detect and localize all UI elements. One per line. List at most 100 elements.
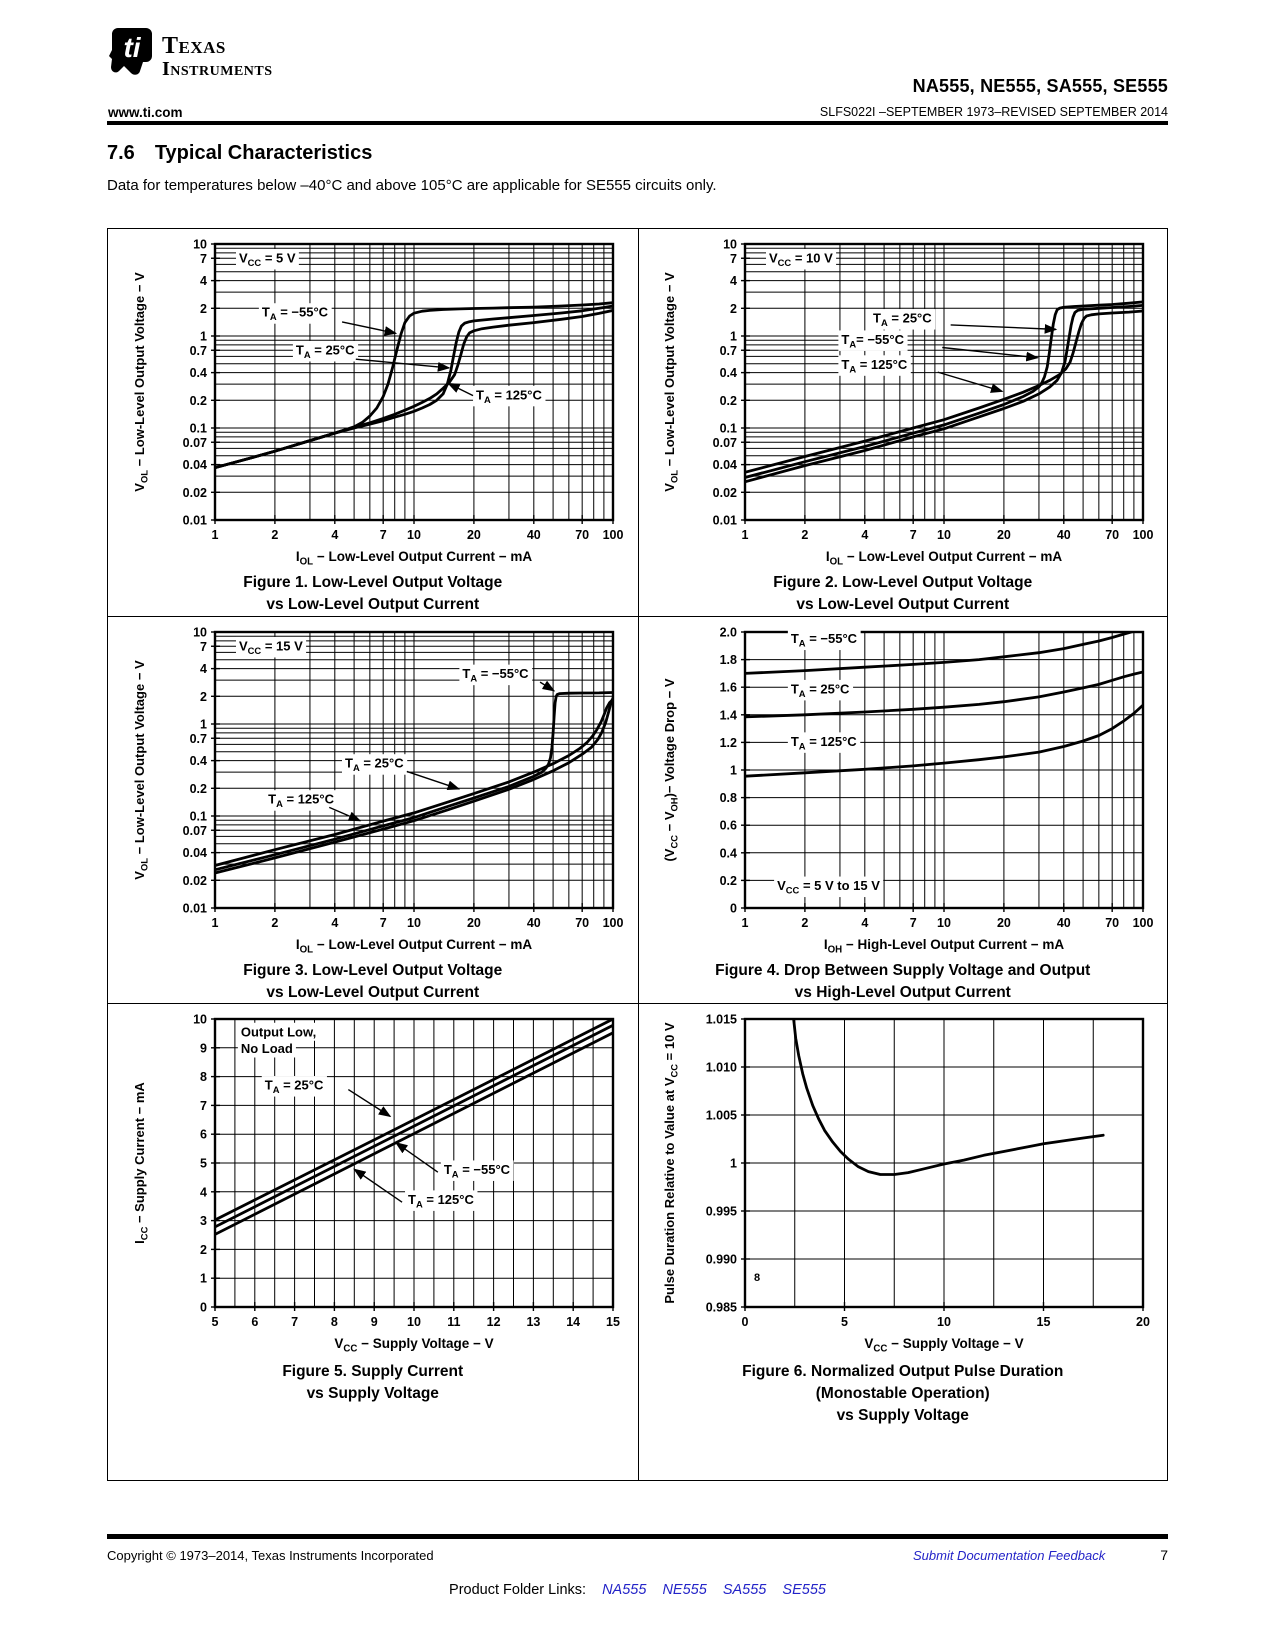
copyright-text: Copyright © 1973–2014, Texas Instruments…	[107, 1548, 434, 1563]
svg-text:20: 20	[997, 528, 1011, 542]
svg-text:0.01: 0.01	[183, 514, 207, 528]
svg-text:IOL − Low-Level Output Current: IOL − Low-Level Output Current − mA	[296, 549, 532, 568]
svg-text:0: 0	[200, 1301, 207, 1315]
svg-text:7: 7	[291, 1315, 298, 1329]
svg-text:0.02: 0.02	[183, 874, 207, 888]
svg-text:1: 1	[200, 1272, 207, 1286]
svg-text:100: 100	[1133, 916, 1154, 930]
series-curve	[215, 1031, 614, 1236]
series-curve	[745, 632, 1136, 675]
product-link-sa555[interactable]: SA555	[722, 1582, 767, 1598]
svg-text:0.4: 0.4	[720, 846, 737, 860]
svg-text:13: 13	[527, 1315, 541, 1329]
series-curve	[215, 309, 614, 470]
page-number: 7	[1160, 1547, 1168, 1563]
svg-text:2: 2	[272, 528, 279, 542]
doc-revision-info: SLFS022I –SEPTEMBER 1973–REVISED SEPTEMB…	[819, 105, 1168, 119]
svg-text:10: 10	[723, 238, 737, 252]
figure-grid: 1 2 4 7 10 20 40 70 100 10 7 4 2 1 0.7 0.4 0.2 0.1 0.07 0.0…	[107, 228, 1168, 1481]
product-link-se555[interactable]: SE555	[782, 1582, 826, 1598]
submit-feedback-link[interactable]: Submit Documentation Feedback	[912, 1548, 1106, 1563]
svg-text:1.8: 1.8	[720, 653, 737, 667]
svg-text:IOL − Low-Level Output Current: IOL − Low-Level Output Current − mA	[296, 937, 532, 956]
figure-caption-line: vs Low-Level Output Current	[796, 596, 1010, 613]
series-curve	[215, 696, 614, 875]
svg-text:0.2: 0.2	[190, 782, 207, 796]
series-curve	[745, 304, 1144, 484]
product-link-na555[interactable]: NA555	[602, 1582, 647, 1598]
svg-text:VOL − Low-Level Output Voltage: VOL − Low-Level Output Voltage − V	[132, 660, 150, 880]
curve-label: TA = 125°C	[268, 792, 334, 810]
series-curve	[745, 703, 1144, 778]
svg-text:0.02: 0.02	[713, 486, 737, 500]
curve-label: TA = 25°C	[791, 681, 850, 699]
label-arrow	[406, 770, 461, 790]
svg-text:10: 10	[407, 528, 421, 542]
curve-label: Output Low,	[241, 1024, 316, 1039]
figure-1-plot: 1 2 4 7 10 20 40 70 1001074210.70.40.20.10.070.0…	[132, 238, 624, 568]
svg-text:1: 1	[742, 528, 749, 542]
svg-text:VOL − Low-Level Output Voltage: VOL − Low-Level Output Voltage − V	[132, 272, 150, 492]
figure-caption-line: Figure 2. Low-Level Output Voltage	[773, 574, 1033, 591]
label-arrow	[395, 1142, 439, 1173]
figure-cell-1: 1 2 4 7 10 20 40 70 100 10 7 4 2 1 0.7 0.4 0.2 0.1 0.07 0.0…	[108, 229, 638, 616]
figure-2-plot: 1 2 4 7 10 20 40 70 1001074210.70.40.20.10.070.0…	[662, 238, 1154, 568]
figure-caption-line: vs Supply Voltage	[306, 1385, 439, 1402]
series-curve	[745, 309, 1144, 474]
label-arrow	[950, 324, 1058, 334]
svg-text:2: 2	[200, 1243, 207, 1257]
product-link-ne555[interactable]: NE555	[662, 1582, 707, 1598]
intro-text: Data for temperatures below –40°C and ab…	[107, 177, 717, 194]
brand-instruments: Instruments	[162, 58, 273, 80]
svg-text:1.005: 1.005	[706, 1109, 737, 1123]
svg-text:20: 20	[997, 916, 1011, 930]
svg-text:0.990: 0.990	[706, 1253, 737, 1267]
svg-text:7: 7	[910, 528, 917, 542]
svg-text:8: 8	[200, 1070, 207, 1084]
svg-text:1: 1	[730, 764, 737, 778]
svg-text:70: 70	[1105, 916, 1119, 930]
svg-text:1: 1	[730, 1157, 737, 1171]
svg-text:2: 2	[200, 302, 207, 316]
svg-text:0.02: 0.02	[183, 486, 207, 500]
svg-text:5: 5	[200, 1157, 207, 1171]
curve-label: TA = 25°C	[265, 1078, 324, 1096]
svg-text:40: 40	[1057, 916, 1071, 930]
svg-text:0.01: 0.01	[183, 902, 207, 916]
label-arrow	[447, 382, 474, 397]
svg-text:9: 9	[200, 1041, 207, 1055]
svg-text:7: 7	[380, 528, 387, 542]
svg-text:1: 1	[212, 916, 219, 930]
svg-text:VCC − Supply Voltage − V: VCC − Supply Voltage − V	[335, 1336, 494, 1355]
figure-cell-6: 0 5 10 15 20 1.015 1.010 1.005 1 0.995 0.990 0.985 V…	[637, 1003, 1167, 1480]
curve-label: TA = 125°C	[842, 357, 908, 375]
svg-text:0.04: 0.04	[183, 846, 207, 860]
label-arrow	[539, 680, 556, 692]
svg-text:0.04: 0.04	[713, 458, 737, 472]
svg-text:10: 10	[937, 1315, 951, 1329]
svg-text:100: 100	[603, 916, 624, 930]
website-link[interactable]: www.ti.com	[108, 105, 183, 120]
svg-text:100: 100	[1133, 528, 1154, 542]
section-title: Typical Characteristics	[154, 142, 373, 164]
svg-text:100: 100	[603, 528, 624, 542]
svg-text:70: 70	[575, 916, 589, 930]
curve-label: TA= −55°C	[842, 332, 905, 350]
svg-text:40: 40	[527, 528, 541, 542]
figure-cell-4: 1 2 4 7 10 20 40 70 100 2.0 1.8 1.6 1.4 1.2 1 0.8 0.6 0.4…	[637, 616, 1167, 1003]
svg-text:7: 7	[200, 640, 207, 654]
svg-text:0.995: 0.995	[706, 1205, 737, 1219]
svg-text:1: 1	[200, 718, 207, 732]
svg-text:4: 4	[332, 916, 339, 930]
svg-text:2.0: 2.0	[720, 626, 737, 640]
svg-text:2: 2	[200, 690, 207, 704]
svg-text:0.04: 0.04	[183, 458, 207, 472]
svg-text:7: 7	[380, 916, 387, 930]
series-curve	[215, 691, 614, 872]
curve-label: TA = −55°C	[262, 305, 329, 323]
svg-text:VOL − Low-Level Output Voltag: VOL − Low-Level Output Voltage − V	[662, 272, 680, 492]
figure-cell-3: 1 2 4 7 10 20 40 70 100 10 7 4 2 1 0.7 0.4 0.2 0.1 0.07 0.0…	[108, 616, 638, 1003]
svg-text:5: 5	[841, 1315, 848, 1329]
svg-text:1.2: 1.2	[720, 736, 737, 750]
